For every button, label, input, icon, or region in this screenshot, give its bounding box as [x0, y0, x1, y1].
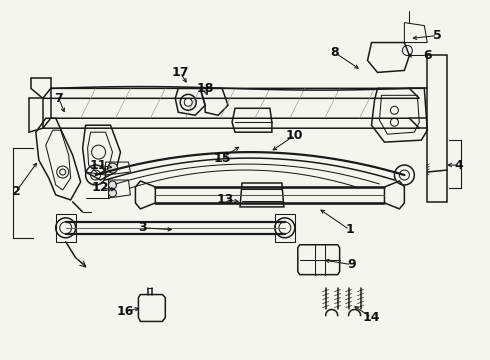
- Text: 17: 17: [172, 66, 189, 79]
- Text: 1: 1: [345, 223, 354, 236]
- Text: 9: 9: [347, 258, 356, 271]
- Circle shape: [107, 163, 118, 173]
- Text: 8: 8: [330, 46, 339, 59]
- Text: 4: 4: [455, 158, 464, 172]
- Text: 6: 6: [423, 49, 432, 62]
- Text: 10: 10: [286, 129, 304, 142]
- Text: 3: 3: [138, 221, 147, 234]
- Circle shape: [108, 181, 117, 189]
- Text: 11: 11: [90, 158, 107, 172]
- Text: 13: 13: [217, 193, 234, 206]
- Text: 7: 7: [54, 92, 63, 105]
- Text: 2: 2: [11, 185, 20, 198]
- Text: 14: 14: [363, 311, 380, 324]
- Text: 16: 16: [117, 305, 134, 318]
- Circle shape: [108, 189, 117, 197]
- Text: 12: 12: [92, 181, 109, 194]
- Text: 15: 15: [213, 152, 231, 165]
- Text: 5: 5: [433, 29, 441, 42]
- Text: 18: 18: [196, 82, 214, 95]
